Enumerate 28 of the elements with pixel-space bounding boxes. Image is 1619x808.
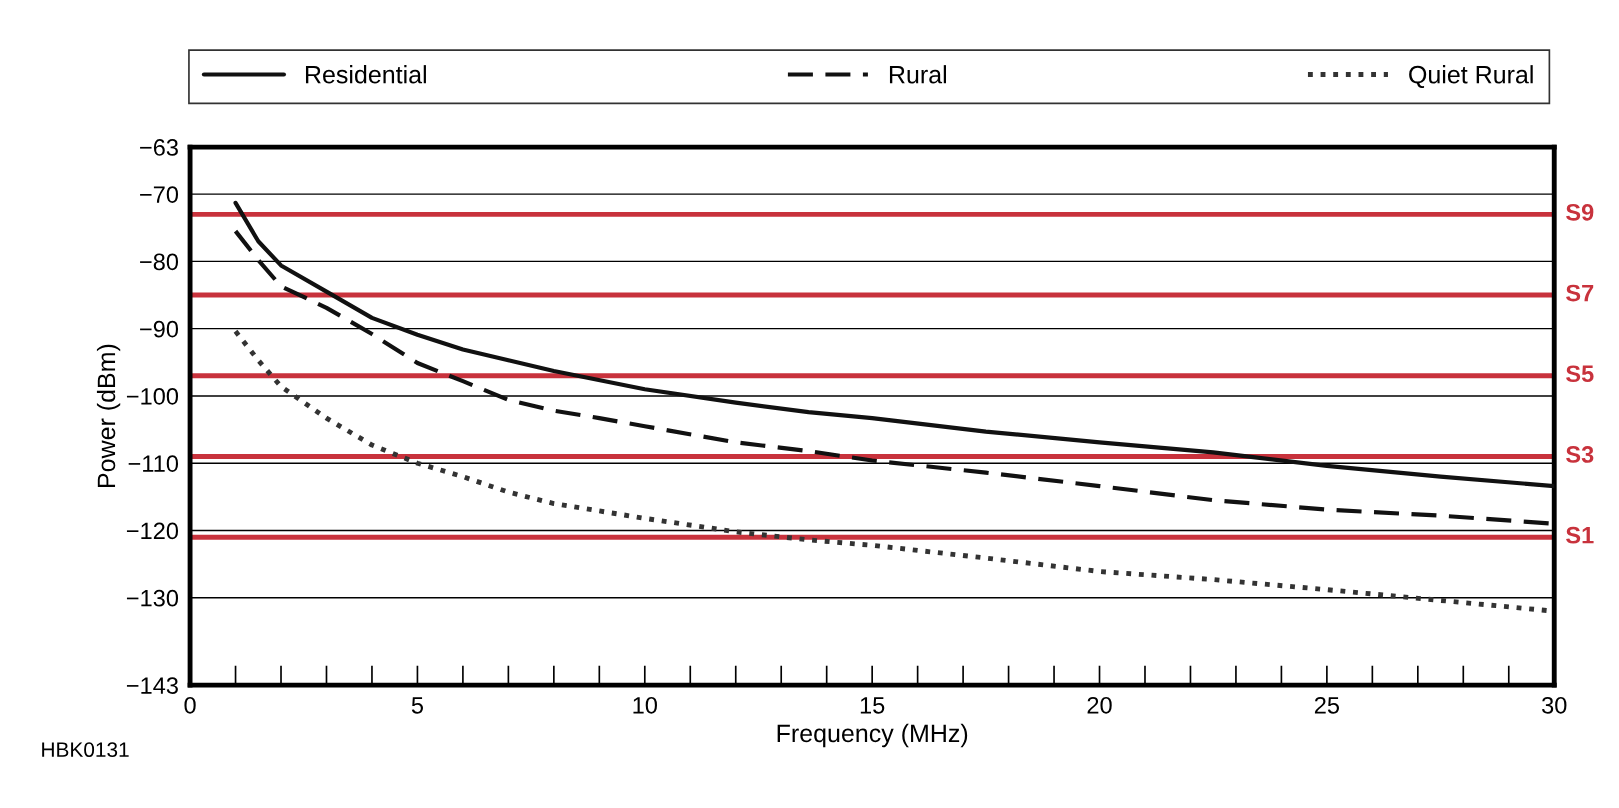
y-tick-label: −120 bbox=[126, 522, 179, 540]
x-tick-label: 20 bbox=[1087, 696, 1112, 714]
line-series bbox=[233, 200, 1555, 489]
legend-label: Rural bbox=[889, 65, 946, 84]
ref-line-label: S1 bbox=[1566, 526, 1594, 544]
x-tick-label: 10 bbox=[633, 696, 657, 714]
ref-line-label: S3 bbox=[1566, 446, 1594, 463]
x-tick-label: 30 bbox=[1542, 696, 1567, 714]
ref-line-label: S9 bbox=[1566, 203, 1594, 221]
y-tick-label: −130 bbox=[126, 589, 179, 607]
y-tick-label: −100 bbox=[126, 388, 179, 405]
y-tick-label: −143 bbox=[126, 677, 178, 694]
x-axis-title: Frequency (MHz) bbox=[777, 723, 968, 748]
legend-label: Quiet Rural bbox=[1409, 65, 1533, 88]
y-axis-title: Power (dBm) bbox=[96, 344, 121, 487]
ref-line-label: S7 bbox=[1566, 284, 1594, 302]
ref-line-label: S5 bbox=[1566, 365, 1594, 383]
y-tick-label: −80 bbox=[140, 253, 179, 271]
x-tick-label: 25 bbox=[1314, 696, 1340, 714]
x-tick-label: 15 bbox=[860, 697, 885, 714]
text: HBK0131 bbox=[42, 742, 129, 758]
y-tick-label: −63 bbox=[140, 139, 178, 156]
legend-label: Residential bbox=[305, 65, 426, 84]
x-tick-label: 0 bbox=[184, 696, 196, 714]
x-tick-label: 5 bbox=[411, 697, 424, 714]
y-tick-label: −90 bbox=[140, 320, 179, 338]
y-tick-label: −70 bbox=[140, 186, 179, 203]
y-tick-label: −110 bbox=[128, 455, 179, 472]
